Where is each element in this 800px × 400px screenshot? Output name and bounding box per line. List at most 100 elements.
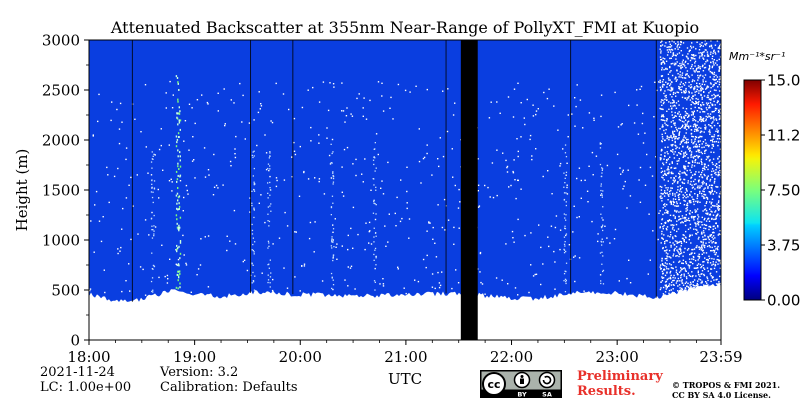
noise-point bbox=[153, 214, 155, 217]
noise-point bbox=[693, 116, 696, 118]
noise-point bbox=[703, 55, 706, 57]
noise-point bbox=[668, 190, 671, 193]
noise-point bbox=[695, 171, 697, 173]
noise-point bbox=[170, 178, 172, 180]
noise-point bbox=[659, 128, 661, 130]
noise-point bbox=[684, 200, 686, 202]
noise-point bbox=[271, 289, 274, 292]
noise-point bbox=[687, 120, 690, 122]
noise-point bbox=[565, 204, 567, 207]
noise-point bbox=[496, 149, 498, 151]
noise-point bbox=[677, 228, 680, 230]
noise-point bbox=[711, 204, 714, 207]
noise-point bbox=[565, 174, 567, 176]
noise-point bbox=[426, 88, 428, 91]
noise-point bbox=[704, 257, 706, 259]
noise-point bbox=[435, 256, 438, 258]
noise-point bbox=[284, 211, 286, 214]
noise-point bbox=[680, 218, 682, 220]
noise-point bbox=[691, 64, 693, 66]
noise-point bbox=[674, 115, 676, 117]
noise-point bbox=[699, 67, 701, 70]
noise-point bbox=[172, 94, 174, 96]
noise-point bbox=[682, 156, 684, 158]
noise-point bbox=[715, 74, 717, 77]
noise-point bbox=[698, 248, 701, 250]
noise-point bbox=[709, 193, 712, 195]
plume-point bbox=[178, 264, 180, 267]
noise-point bbox=[98, 93, 100, 96]
noise-point bbox=[374, 267, 376, 270]
noise-point bbox=[699, 140, 701, 142]
noise-point bbox=[696, 67, 698, 70]
noise-point bbox=[540, 246, 542, 249]
noise-point bbox=[710, 45, 713, 47]
noise-point bbox=[268, 242, 270, 244]
noise-point bbox=[678, 52, 681, 54]
noise-point bbox=[715, 119, 718, 121]
noise-point bbox=[661, 219, 663, 221]
noise-point bbox=[716, 258, 718, 261]
noise-point bbox=[662, 293, 665, 295]
noise-point bbox=[562, 148, 564, 150]
noise-point bbox=[703, 77, 705, 79]
noise-point bbox=[171, 107, 174, 109]
noise-point bbox=[701, 171, 703, 174]
noise-point bbox=[437, 271, 439, 274]
noise-point bbox=[128, 184, 130, 186]
noise-point bbox=[679, 287, 681, 289]
noise-point bbox=[702, 51, 704, 54]
noise-point bbox=[679, 127, 682, 130]
noise-point bbox=[451, 287, 453, 290]
noise-point bbox=[375, 133, 378, 135]
noise-point bbox=[563, 252, 566, 254]
noise-point bbox=[193, 159, 195, 161]
noise-point bbox=[661, 260, 663, 262]
noise-point bbox=[701, 98, 703, 100]
noise-point bbox=[151, 229, 153, 231]
noise-point bbox=[660, 158, 662, 160]
noise-point bbox=[679, 280, 681, 282]
noise-point bbox=[669, 193, 671, 195]
noise-point bbox=[704, 63, 706, 65]
noise-point bbox=[689, 227, 692, 229]
noise-point bbox=[187, 193, 189, 195]
noise-point bbox=[299, 145, 301, 148]
noise-point bbox=[330, 206, 333, 209]
noise-point bbox=[331, 236, 333, 238]
noise-point bbox=[710, 280, 712, 283]
noise-point bbox=[674, 140, 676, 143]
noise-point bbox=[703, 252, 705, 254]
noise-point bbox=[600, 185, 602, 187]
noise-point bbox=[665, 280, 668, 283]
noise-point bbox=[322, 81, 325, 83]
noise-point bbox=[695, 100, 697, 103]
noise-point bbox=[683, 199, 685, 202]
noise-point bbox=[669, 46, 672, 48]
noise-point bbox=[660, 154, 662, 156]
noise-point bbox=[680, 150, 683, 152]
noise-point bbox=[706, 86, 708, 88]
noise-point bbox=[267, 192, 269, 194]
noise-point bbox=[278, 237, 281, 239]
noise-point bbox=[139, 266, 142, 268]
noise-point bbox=[233, 209, 236, 212]
noise-point bbox=[718, 67, 721, 69]
noise-point bbox=[93, 251, 95, 253]
noise-point bbox=[689, 223, 692, 226]
noise-point bbox=[704, 127, 706, 129]
noise-point bbox=[676, 249, 678, 251]
noise-point bbox=[664, 284, 666, 286]
noise-point bbox=[254, 241, 256, 243]
noise-point bbox=[362, 181, 364, 183]
noise-point bbox=[674, 193, 676, 195]
noise-point bbox=[492, 196, 495, 199]
noise-point bbox=[695, 102, 698, 104]
noise-point bbox=[565, 262, 568, 264]
noise-point bbox=[704, 124, 706, 126]
y-tick-label: 0 bbox=[70, 332, 80, 350]
noise-point bbox=[688, 258, 691, 260]
noise-point bbox=[692, 281, 694, 283]
noise-point bbox=[678, 76, 680, 78]
noise-point bbox=[704, 194, 707, 196]
